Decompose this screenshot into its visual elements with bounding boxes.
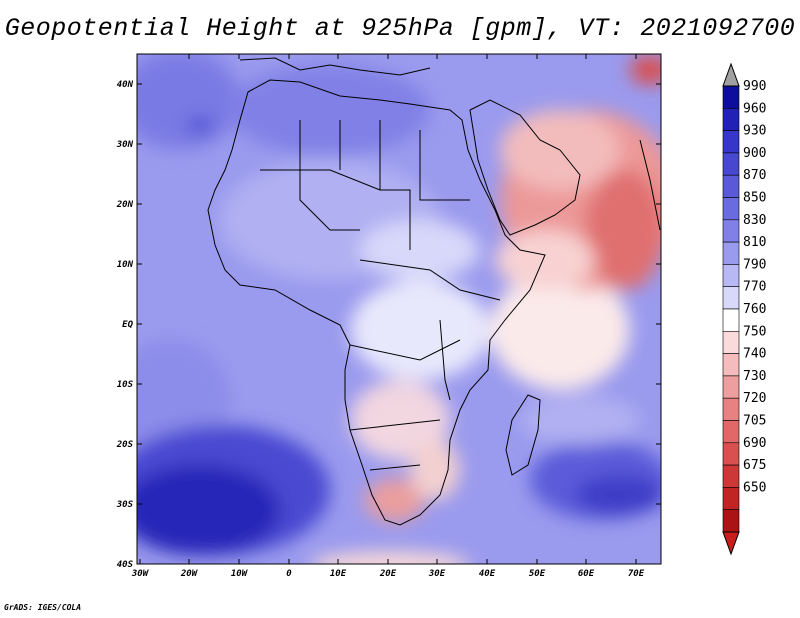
colorbar-bottom-arrow [722,531,740,556]
colorbar-label: 705 [743,414,766,429]
colorbar-label: 930 [743,124,766,139]
colorbar-label: 720 [743,391,766,406]
colorbar-box [722,397,740,421]
lon-tick: 10W [231,569,249,579]
lat-axis: 40N 30N 20N 10N EQ 10S 20S 30S 40S [116,80,661,570]
colorbar-label: 900 [743,146,766,161]
lat-tick: 40S [117,560,134,570]
colorbar-box [722,487,740,510]
lat-tick: 10S [117,380,134,390]
colorbar-label: 730 [743,369,766,384]
colorbar-box [722,509,740,533]
colorbar-label: 850 [743,191,766,206]
lon-tick: 20E [379,569,397,579]
lat-tick: 10N [117,260,134,270]
colorbar-top-arrow [722,62,740,87]
colorbar-box [722,464,740,488]
coastlines [207,57,661,526]
colorbar-box [722,130,740,154]
colorbar-box [722,108,740,131]
colorbar-label: 830 [743,213,766,228]
lat-tick: 20N [116,200,134,210]
colorbar-label: 650 [743,480,766,495]
colorbar-label: 675 [743,458,766,473]
colorbar-box [722,286,740,310]
colorbar-box [722,375,740,399]
colorbar-box [722,85,740,109]
colorbar-box [722,353,740,377]
lat-tick: 20S [116,440,134,450]
colorbar-box [722,420,740,444]
colorbar-label: 870 [743,168,766,183]
lon-tick: 40E [479,569,496,579]
lon-tick: 30W [131,569,150,579]
colorbar-box [722,308,740,332]
lon-tick: 70E [628,569,645,579]
colorbar-box [722,174,740,198]
colorbar-label: 960 [743,101,766,116]
colorbar-box [722,219,740,243]
colorbar-box [722,152,740,176]
lon-tick: 50E [529,569,546,579]
lat-tick: 30S [116,500,134,510]
colorbar-box [722,241,740,265]
colorbar-box [722,197,740,221]
map-title: Geopotential Height at 925hPa [gpm], VT:… [4,14,796,43]
lon-tick: 20W [180,569,199,579]
map-frame [136,53,662,565]
colorbar-label: 750 [743,324,766,339]
lon-tick: 30E [428,569,446,579]
lat-tick: EQ [122,320,133,330]
colorbar-label: 690 [743,436,766,451]
colorbar-label: 990 [743,79,766,94]
lat-tick: 40N [117,80,134,90]
lat-tick: 30N [116,140,134,150]
colorbar-label: 760 [743,302,766,317]
colorbar-label: 790 [743,257,766,272]
colorbar-label: 740 [743,347,766,362]
lon-axis: 30W 20W 10W 0 10E 20E 30E 40E 50E 60E 70… [131,54,645,579]
colorbar-label: 810 [743,235,766,250]
lon-tick: 0 [286,569,292,579]
lon-tick: 60E [578,569,595,579]
colorbar-box [722,330,740,354]
colorbar-label: 770 [743,280,766,295]
height-field [137,54,661,564]
colorbar-box [722,442,740,466]
colorbar-box [722,264,740,287]
lon-tick: 10E [330,569,347,579]
credit-text: GrADS: IGES/COLA [4,603,82,612]
